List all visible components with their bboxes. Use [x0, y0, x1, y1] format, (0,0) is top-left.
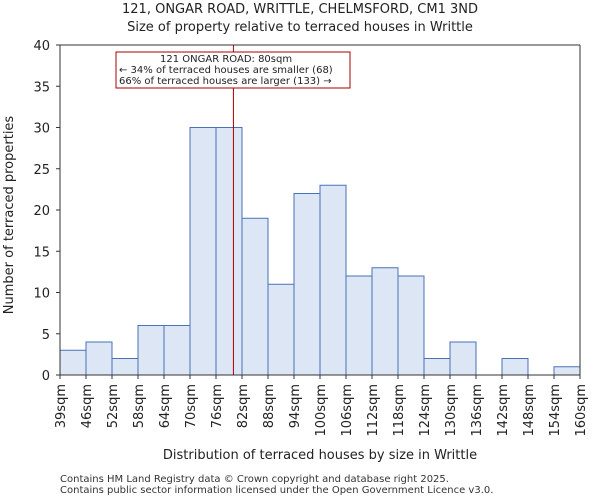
bar-82sqm	[241, 217, 269, 376]
x-tick-label: 118sqm	[392, 384, 407, 437]
annotation-border	[115, 51, 351, 89]
y-tick-label: 25	[33, 163, 50, 178]
footer-line-2: Contains public sector information licen…	[60, 485, 494, 496]
x-tick-label: 94sqm	[288, 384, 303, 428]
bar-58sqm	[137, 325, 165, 376]
x-tick-label: 58sqm	[132, 384, 147, 428]
y-axis-label: Number of terraced properties	[2, 116, 17, 315]
y-tick-label: 35	[33, 80, 50, 95]
annotation-line-1: 121 ONGAR ROAD: 80sqm	[160, 54, 292, 65]
bars-group	[59, 127, 581, 376]
annotation-line-3: 66% of terraced houses are larger (133) …	[119, 76, 332, 87]
footer-line-1: Contains HM Land Registry data © Crown c…	[60, 474, 449, 485]
x-tick-label: 100sqm	[314, 384, 329, 437]
x-tick-label: 130sqm	[444, 384, 459, 437]
chart-title: 121, ONGAR ROAD, WRITTLE, CHELMSFORD, CM…	[122, 2, 478, 17]
x-tick-label: 46sqm	[80, 384, 95, 428]
annotation-line-2: ← 34% of terraced houses are smaller (68…	[119, 65, 333, 76]
bar-154sqm	[553, 366, 581, 376]
y-tick-label: 20	[33, 204, 50, 219]
bar-106sqm	[345, 275, 373, 376]
y-ticks-group: 0 5 10 15 20 25 30 35 40	[33, 39, 60, 384]
x-tick-label: 39sqm	[54, 384, 69, 428]
bar-94sqm	[293, 193, 321, 376]
y-tick-label: 40	[33, 39, 50, 54]
y-tick-label: 0	[42, 369, 50, 384]
x-tick-label: 160sqm	[574, 384, 589, 437]
bar-52sqm	[111, 358, 139, 376]
x-tick-label: 52sqm	[106, 384, 121, 428]
x-tick-label: 124sqm	[418, 384, 433, 437]
bar-124sqm	[423, 358, 451, 376]
bar-142sqm	[501, 358, 529, 376]
bar-76sqm	[215, 127, 243, 376]
y-tick-label: 15	[33, 245, 50, 260]
y-tick-label: 30	[33, 122, 50, 137]
x-tick-label: 106sqm	[340, 384, 355, 437]
y-tick-label: 10	[33, 287, 50, 302]
annotation-box: 121 ONGAR ROAD: 80sqm ← 34% of terraced …	[115, 51, 351, 89]
x-ticks-group: 39sqm 46sqm 52sqm 58sqm 64sqm 70sqm 76sqm 82sqm…	[54, 375, 589, 437]
bar-130sqm	[449, 341, 477, 376]
bar-88sqm	[267, 283, 295, 376]
x-tick-label: 112sqm	[366, 384, 381, 437]
x-tick-label: 82sqm	[236, 384, 251, 428]
x-tick-label: 142sqm	[496, 384, 511, 437]
x-tick-label: 76sqm	[210, 384, 225, 428]
x-axis-label: Distribution of terraced houses by size …	[163, 448, 477, 463]
x-tick-label: 64sqm	[158, 384, 173, 428]
bar-64sqm	[163, 325, 191, 376]
x-tick-label: 136sqm	[470, 384, 485, 437]
bar-100sqm	[319, 184, 347, 376]
x-tick-label: 148sqm	[522, 384, 537, 437]
x-tick-label: 88sqm	[262, 384, 277, 428]
chart: 0 5 10 15 20 25 30 35 40 39sqm 46sqm 52sqm 58sqm 64s…	[2, 39, 589, 463]
y-tick-label: 5	[42, 328, 50, 343]
bar-118sqm	[397, 275, 425, 376]
x-tick-label: 70sqm	[184, 384, 199, 428]
x-tick-label: 154sqm	[548, 384, 563, 437]
bar-112sqm	[371, 267, 399, 376]
bar-46sqm	[85, 341, 113, 376]
chart-subtitle: Size of property relative to terraced ho…	[127, 20, 473, 35]
bar-39sqm	[59, 349, 87, 376]
bar-70sqm	[189, 127, 217, 376]
